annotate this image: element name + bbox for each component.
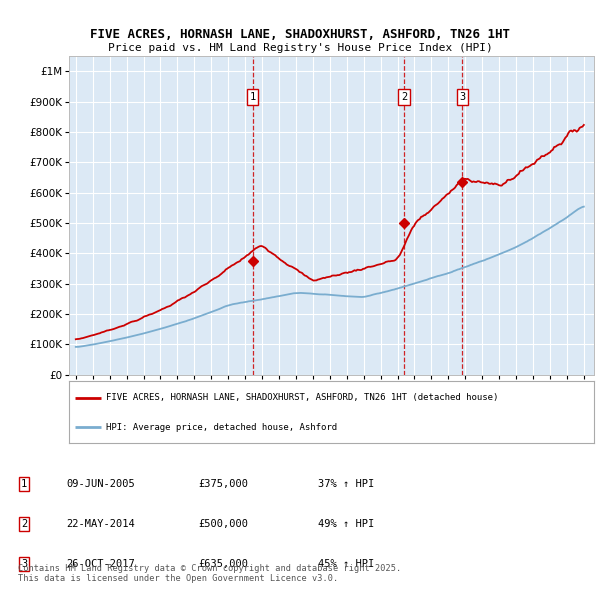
Text: 1: 1 [21,479,27,489]
Text: Price paid vs. HM Land Registry's House Price Index (HPI): Price paid vs. HM Land Registry's House … [107,44,493,53]
Text: 09-JUN-2005: 09-JUN-2005 [66,479,135,489]
Text: 2: 2 [21,519,27,529]
Text: FIVE ACRES, HORNASH LANE, SHADOXHURST, ASHFORD, TN26 1HT (detached house): FIVE ACRES, HORNASH LANE, SHADOXHURST, A… [106,394,498,402]
Text: 37% ↑ HPI: 37% ↑ HPI [318,479,374,489]
Text: £500,000: £500,000 [198,519,248,529]
Text: 3: 3 [21,559,27,569]
Text: 1: 1 [250,92,256,102]
Text: 3: 3 [459,92,466,102]
Text: Contains HM Land Registry data © Crown copyright and database right 2025.
This d: Contains HM Land Registry data © Crown c… [18,563,401,583]
Text: 45% ↑ HPI: 45% ↑ HPI [318,559,374,569]
Text: £635,000: £635,000 [198,559,248,569]
Text: £375,000: £375,000 [198,479,248,489]
Text: 26-OCT-2017: 26-OCT-2017 [66,559,135,569]
Text: HPI: Average price, detached house, Ashford: HPI: Average price, detached house, Ashf… [106,422,337,431]
Text: 22-MAY-2014: 22-MAY-2014 [66,519,135,529]
Text: FIVE ACRES, HORNASH LANE, SHADOXHURST, ASHFORD, TN26 1HT: FIVE ACRES, HORNASH LANE, SHADOXHURST, A… [90,28,510,41]
Text: 2: 2 [401,92,407,102]
Text: 49% ↑ HPI: 49% ↑ HPI [318,519,374,529]
